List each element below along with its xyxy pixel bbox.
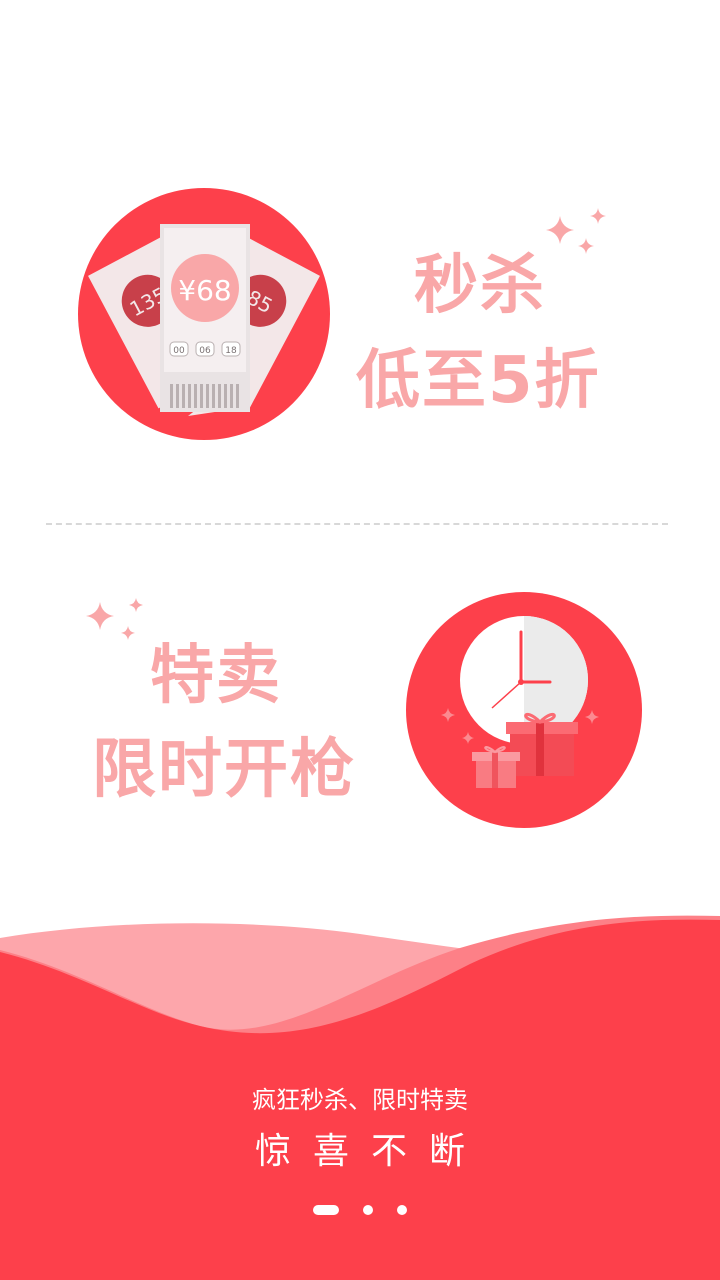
seckill-illustration: 135 85 ¥68 00 06 18 [78,188,330,440]
wave-background [0,915,720,1280]
sale-subtitle: 限时开枪 [92,733,356,807]
divider [46,523,668,525]
page-dot-active[interactable] [313,1205,339,1215]
ticket-price: ¥68 [178,274,231,307]
main-ticket: ¥68 00 06 18 [160,224,250,412]
seckill-subtitle: 低至5折 [356,344,601,418]
gift-icon [506,712,578,776]
sale-title: 特卖 [150,639,282,713]
sparkles-icon [546,208,606,254]
slogan: 惊喜不断 [254,1131,487,1172]
sparkles-icon [86,598,143,640]
page-indicator [0,1202,720,1218]
tagline: 疯狂秒杀、限时特卖 [252,1086,468,1114]
svg-text:18: 18 [225,346,237,356]
seckill-title: 秒杀 [414,249,546,323]
page-dot[interactable] [363,1205,373,1215]
svg-text:00: 00 [173,346,185,356]
svg-text:06: 06 [199,346,211,356]
page-dot[interactable] [397,1205,407,1215]
gift-icon [472,746,520,788]
clock-gift-icon [406,592,642,828]
